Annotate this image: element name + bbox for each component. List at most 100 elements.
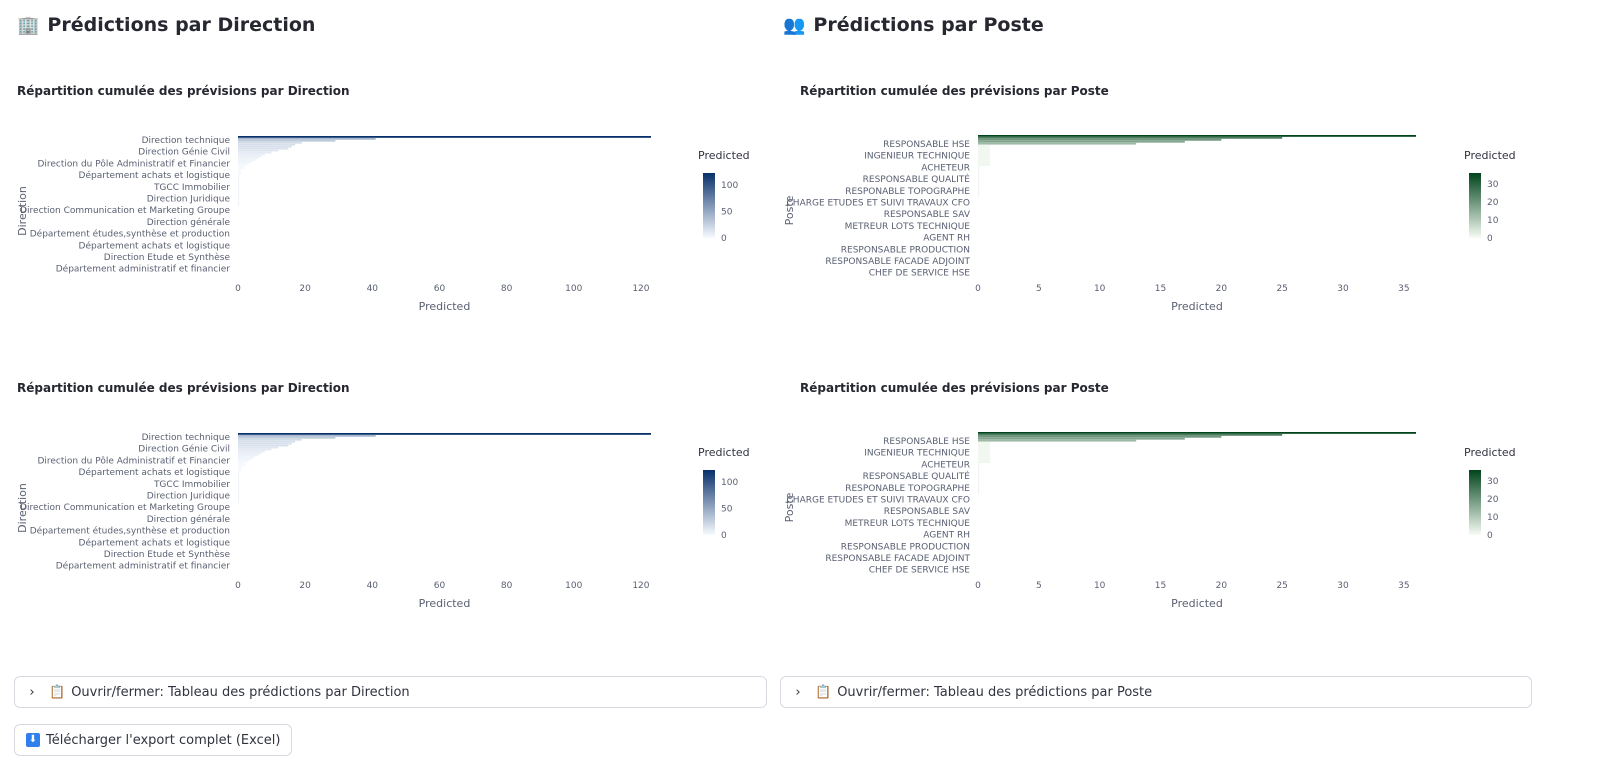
chart-bar <box>238 444 289 447</box>
x-tick-label: 0 <box>975 284 981 294</box>
y-tick-label: Direction Juridique <box>147 195 231 205</box>
chart-bar <box>978 457 991 460</box>
chart-bar <box>238 483 240 486</box>
chart-svg: Répartition cumulée des prévisions par D… <box>16 381 750 610</box>
chart-bar <box>238 178 240 181</box>
x-tick-label: 20 <box>299 284 311 294</box>
x-tick-label: 10 <box>1094 284 1106 294</box>
colorbar-title: Predicted <box>698 149 750 162</box>
colorbar-title: Predicted <box>698 446 750 459</box>
y-tick-label: Direction technique <box>142 433 231 443</box>
chart-bar <box>978 154 991 157</box>
chart-bar <box>238 433 651 435</box>
chart-bar <box>238 454 259 457</box>
direction-chart-1[interactable]: Répartition cumulée des prévisions par D… <box>0 78 780 318</box>
y-tick-label: CHARGE ETUDES ET SUIVI TRAVAUX CFO <box>787 199 970 209</box>
chart-bar <box>978 135 1416 137</box>
clipboard-icon: 📋 <box>815 684 832 700</box>
y-tick-label: Direction Génie Civil <box>138 147 230 158</box>
y-tick-label: CHEF DE SERVICE HSE <box>869 269 971 279</box>
y-tick-label: Département administratif et financier <box>56 561 231 572</box>
y-tick-label: AGENT RH <box>923 531 970 541</box>
chart-bar <box>978 160 991 163</box>
chart-bar <box>978 175 980 178</box>
y-tick-label: Direction Communication et Marketing Gro… <box>20 503 230 513</box>
chart-bar <box>238 464 245 466</box>
x-tick-label: 100 <box>565 284 582 294</box>
x-tick-label: 40 <box>367 581 379 591</box>
colorbar-tick-label: 30 <box>1487 180 1499 190</box>
x-tick-label: 25 <box>1276 581 1287 591</box>
y-tick-label: Direction générale <box>147 217 231 228</box>
chart-bar <box>978 435 1222 438</box>
x-tick-label: 30 <box>1337 284 1349 294</box>
chart-bar <box>978 144 991 147</box>
clipboard-icon: 📋 <box>49 684 66 700</box>
chart-bar <box>978 187 980 190</box>
x-tick-label: 80 <box>501 284 513 294</box>
chart-bar <box>978 179 980 182</box>
people-icon: 👥 <box>783 14 806 36</box>
y-tick-label: AGENT RH <box>923 234 970 244</box>
chart-bar <box>978 486 980 489</box>
chart-bar <box>978 469 980 471</box>
chart-bar <box>238 171 242 173</box>
chart-bar <box>978 455 991 458</box>
chart-bar <box>978 480 980 483</box>
chart-bar <box>238 200 240 203</box>
chart-bar <box>238 147 289 150</box>
chart-svg: Répartition cumulée des prévisions par P… <box>783 84 1516 313</box>
y-tick-label: Direction Etude et Synthèse <box>104 252 231 263</box>
direction-table-expander[interactable]: › 📋 Ouvrir/fermer: Tableau des prédictio… <box>14 676 767 708</box>
poste-chart-1[interactable]: Répartition cumulée des prévisions par P… <box>783 78 1563 318</box>
download-button-label: Télécharger l'export complet (Excel) <box>46 732 281 748</box>
download-excel-button[interactable]: ⬇ Télécharger l'export complet (Excel) <box>14 724 293 756</box>
colorbar-tick-label: 100 <box>721 181 738 191</box>
x-tick-label: 35 <box>1398 284 1409 294</box>
chart-bar <box>978 140 1185 143</box>
chart-bar <box>238 202 240 205</box>
chart-bar <box>238 479 240 482</box>
y-tick-label: Département études,synthèse et productio… <box>30 229 230 240</box>
chart-bar <box>238 487 240 490</box>
y-tick-label: METREUR LOTS TECHNIQUE <box>845 519 971 529</box>
y-tick-label: ACHETEUR <box>921 460 970 470</box>
chevron-right-icon: › <box>29 684 35 700</box>
colorbar-title: Predicted <box>1464 149 1516 162</box>
poste-table-expander[interactable]: › 📋 Ouvrir/fermer: Tableau des prédictio… <box>780 676 1532 708</box>
chart-bar <box>238 198 240 201</box>
chart-bar <box>978 189 980 192</box>
chart-bar <box>238 495 240 498</box>
y-tick-label: Département administratif et financier <box>56 264 231 275</box>
y-tick-label: INGENIEUR TECHNIQUE <box>864 152 970 162</box>
y-tick-label: RESPONSABLE PRODUCTION <box>841 542 970 552</box>
chart-bar <box>238 188 240 191</box>
y-tick-label: Direction Etude et Synthèse <box>104 549 231 560</box>
chart-svg: Répartition cumulée des prévisions par D… <box>16 84 750 313</box>
chart-bar <box>238 485 240 488</box>
y-tick-label: TGCC Immobilier <box>153 183 230 193</box>
x-axis-title: Predicted <box>419 597 471 610</box>
chart-bar <box>978 488 980 491</box>
y-tick-label: Direction du Pôle Administratif et Finan… <box>37 455 230 466</box>
chart-bar <box>978 441 991 444</box>
chart-bar <box>238 136 651 138</box>
chart-bar <box>238 446 279 449</box>
y-tick-label: Département achats et logistique <box>79 537 231 548</box>
colorbar-tick-label: 0 <box>1487 234 1493 244</box>
poste-chart-2[interactable]: Répartition cumulée des prévisions par P… <box>783 375 1563 615</box>
chart-bar <box>978 185 980 188</box>
y-tick-label: Direction Juridique <box>147 492 231 502</box>
download-arrow-icon: ⬇ <box>26 733 40 747</box>
x-tick-label: 35 <box>1398 581 1409 591</box>
y-tick-label: CHARGE ETUDES ET SUIVI TRAVAUX CFO <box>787 496 970 506</box>
y-tick-label: CHEF DE SERVICE HSE <box>869 566 971 576</box>
colorbar-title: Predicted <box>1464 446 1516 459</box>
y-tick-label: Direction technique <box>142 136 231 146</box>
direction-chart-2[interactable]: Répartition cumulée des prévisions par D… <box>0 375 780 615</box>
chart-bar <box>238 491 240 494</box>
chart-bar <box>978 156 991 159</box>
y-axis-title: Poste <box>783 195 796 225</box>
chart-bar <box>978 183 980 186</box>
y-tick-label: Département achats et logistique <box>79 170 231 181</box>
